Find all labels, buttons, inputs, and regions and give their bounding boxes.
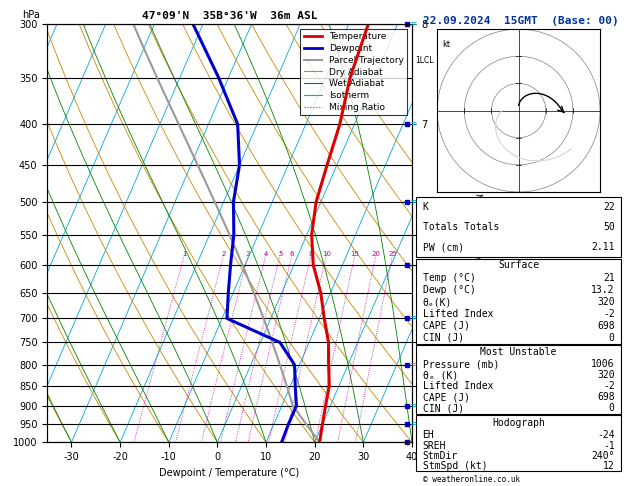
Text: CIN (J): CIN (J) [423, 403, 464, 413]
Text: CIN (J): CIN (J) [423, 333, 464, 343]
Text: -2: -2 [603, 309, 615, 319]
Text: =: = [411, 119, 417, 129]
Text: 10: 10 [322, 251, 331, 258]
Text: 12: 12 [603, 461, 615, 471]
Text: Totals Totals: Totals Totals [423, 222, 499, 232]
Bar [416, 415, 621, 471]
Text: 25: 25 [388, 251, 397, 258]
Text: PW (cm): PW (cm) [423, 242, 464, 252]
Text: Mixing Ratio (g/kg): Mixing Ratio (g/kg) [473, 193, 482, 273]
Text: 22: 22 [603, 202, 615, 212]
Text: CAPE (J): CAPE (J) [423, 392, 469, 402]
Text: © weatheronline.co.uk: © weatheronline.co.uk [423, 474, 520, 484]
Text: Lifted Index: Lifted Index [423, 309, 493, 319]
Text: K: K [423, 202, 428, 212]
Text: Most Unstable: Most Unstable [481, 347, 557, 357]
Text: 4: 4 [264, 251, 268, 258]
Text: Surface: Surface [498, 260, 539, 271]
Y-axis label: km
ASL: km ASL [443, 223, 462, 244]
Text: 5: 5 [278, 251, 282, 258]
Text: hPa: hPa [21, 10, 40, 20]
Text: SREH: SREH [423, 441, 446, 451]
Text: 8: 8 [309, 251, 313, 258]
Text: 1006: 1006 [591, 359, 615, 369]
Text: 15: 15 [350, 251, 360, 258]
Text: 0: 0 [609, 403, 615, 413]
Text: 20: 20 [372, 251, 381, 258]
Text: 698: 698 [597, 392, 615, 402]
Text: Dewp (°C): Dewp (°C) [423, 285, 476, 295]
Text: =: = [411, 19, 417, 29]
Text: StmDir: StmDir [423, 451, 458, 461]
Text: 13.2: 13.2 [591, 285, 615, 295]
Text: 320: 320 [597, 370, 615, 381]
Text: =: = [411, 313, 417, 324]
Text: 1LCL: 1LCL [416, 56, 434, 66]
Text: Hodograph: Hodograph [492, 418, 545, 428]
Text: StmSpd (kt): StmSpd (kt) [423, 461, 487, 471]
Text: 50: 50 [603, 222, 615, 232]
Text: =: = [411, 360, 417, 370]
Text: 1: 1 [182, 251, 187, 258]
Text: EH: EH [423, 431, 434, 440]
Bar [416, 197, 621, 257]
Text: -24: -24 [597, 431, 615, 440]
Text: θₑ(K): θₑ(K) [423, 297, 452, 307]
X-axis label: Dewpoint / Temperature (°C): Dewpoint / Temperature (°C) [160, 468, 299, 478]
Text: 698: 698 [597, 321, 615, 331]
Text: -1: -1 [603, 441, 615, 451]
Text: 0: 0 [609, 333, 615, 343]
Text: -2: -2 [603, 382, 615, 391]
Text: 320: 320 [597, 297, 615, 307]
Text: 6: 6 [290, 251, 294, 258]
Text: kt: kt [443, 40, 451, 49]
Text: 21: 21 [603, 273, 615, 283]
Text: Temp (°C): Temp (°C) [423, 273, 476, 283]
Text: Lifted Index: Lifted Index [423, 382, 493, 391]
Bar [416, 259, 621, 344]
Text: 22.09.2024  15GMT  (Base: 00): 22.09.2024 15GMT (Base: 00) [423, 16, 618, 26]
Bar [416, 345, 621, 414]
Text: =: = [411, 197, 417, 207]
Text: =: = [411, 400, 417, 411]
Text: θₑ (K): θₑ (K) [423, 370, 458, 381]
Text: =: = [411, 419, 417, 430]
Text: 2.11: 2.11 [591, 242, 615, 252]
Text: 2: 2 [221, 251, 226, 258]
Title: 47°09'N  35B°36'W  36m ASL: 47°09'N 35B°36'W 36m ASL [142, 11, 318, 21]
Text: 240°: 240° [591, 451, 615, 461]
Text: 3: 3 [246, 251, 250, 258]
Text: CAPE (J): CAPE (J) [423, 321, 469, 331]
Text: Pressure (mb): Pressure (mb) [423, 359, 499, 369]
Legend: Temperature, Dewpoint, Parcel Trajectory, Dry Adiabat, Wet Adiabat, Isotherm, Mi: Temperature, Dewpoint, Parcel Trajectory… [300, 29, 408, 115]
